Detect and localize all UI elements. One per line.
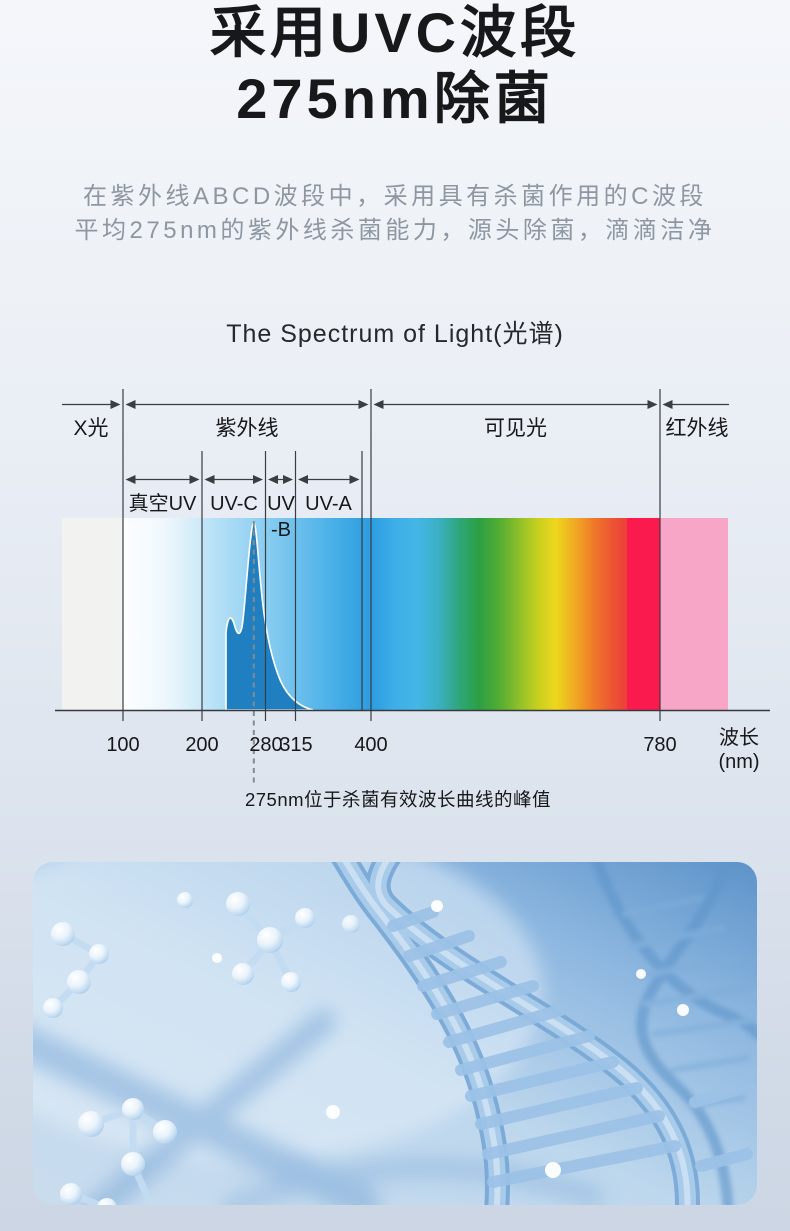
region-label-visible: 可见光 [484,417,547,440]
lone-molecule-sphere [342,915,360,933]
tick-200: 200 [185,734,218,756]
band-vacuum-uv [123,518,202,710]
dna-rungs [387,906,753,1188]
lone-molecule-sphere [177,892,193,908]
page-subtitle-line2: 平均275nm的紫外线杀菌能力，源头除菌，滴滴洁净 [74,217,716,244]
subregion-label-uva: UV-A [305,493,352,515]
tick-100: 100 [106,734,139,756]
molecule-clusters [43,892,360,1205]
region-label-infrared: 红外线 [666,417,729,440]
spectrum-band [62,518,728,710]
chart-title: The Spectrum of Light(光谱) [226,320,564,348]
page-title: 采用UVC波段 275nm除菌 [0,0,790,132]
peak-annotation: 275nm位于杀菌有效波长曲线的峰值 [245,789,551,810]
page-title-line1: 采用UVC波段 [209,1,581,64]
subregion-label-uvb-line2: -B [271,519,291,541]
region-label-ultraviolet: 紫外线 [216,417,279,440]
page-subtitle: 在紫外线ABCD波段中，采用具有杀菌作用的C波段 平均275nm的紫外线杀菌能力… [0,180,790,248]
tick-780: 780 [643,734,676,756]
region-arrows [62,400,729,409]
subregion-label-vacuum-uv: 真空UV [129,492,197,515]
molecule-cluster-1 [43,922,109,1018]
axis-unit-line1: 波长 [719,726,759,749]
x-axis [55,709,770,721]
dna-molecule-illustration [33,862,757,1205]
germicidal-curve [225,521,314,711]
band-red [627,518,660,710]
uv-subregion-arrows [125,475,360,484]
light-dots [212,900,689,1178]
secondary-helix [591,862,757,1205]
tick-280: 280 [249,734,282,756]
molecule-cluster-3 [78,1098,177,1205]
page-subtitle-line1: 在紫外线ABCD波段中，采用具有杀菌作用的C波段 [82,183,707,210]
boundary-lines [122,389,661,710]
tick-315: 315 [279,734,312,756]
band-infrared-pink [660,518,728,710]
molecule-cluster-corner [60,1183,117,1205]
main-dna-helix [331,862,753,1205]
region-label-xray: X光 [73,417,108,440]
band-visible-spectrum [371,518,627,710]
molecule-cluster-2 [226,892,315,992]
subregion-label-uvb-line1: UV [267,493,295,515]
blurred-background-tubes [33,1009,604,1205]
spectrum-diagram: X光 紫外线 可见光 红外线 真空UV UV-C UV -B UV-A 100 … [55,389,770,810]
page-title-line2: 275nm除菌 [236,67,554,130]
band-xray [62,518,123,710]
axis-unit-line2: (nm) [718,751,759,773]
subregion-label-uvc: UV-C [210,493,258,515]
tick-400: 400 [354,734,387,756]
